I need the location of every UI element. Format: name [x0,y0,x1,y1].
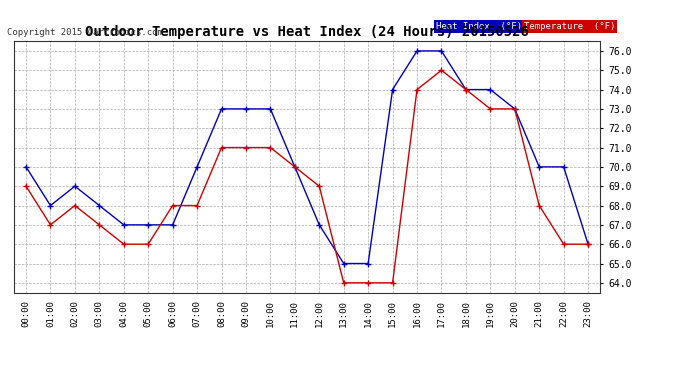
Text: Temperature  (°F): Temperature (°F) [524,22,615,31]
Text: Copyright 2015 Cartronics.com: Copyright 2015 Cartronics.com [7,28,163,37]
Text: Heat Index  (°F): Heat Index (°F) [436,22,522,31]
Title: Outdoor Temperature vs Heat Index (24 Hours) 20150526: Outdoor Temperature vs Heat Index (24 Ho… [85,25,529,39]
